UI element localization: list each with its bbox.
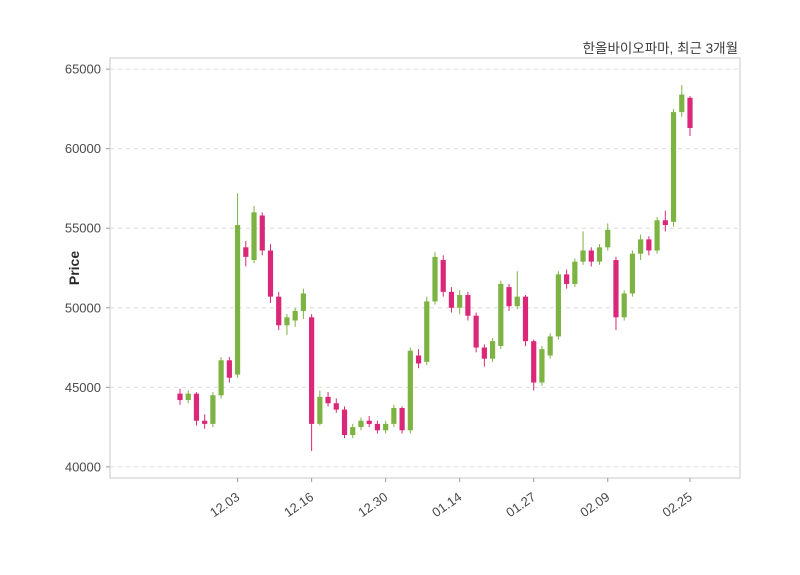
x-tick-label: 02.09 [577,489,612,520]
candle-body [185,393,191,401]
candle-body [613,260,619,318]
candle-body [309,317,315,424]
candle-body [341,409,348,436]
candle-body [489,341,496,359]
candle-body [300,293,306,311]
candle-body [317,396,323,424]
candle-body [448,291,455,308]
y-tick-label: 60000 [65,141,101,156]
candle-body [407,350,413,431]
candle-body [259,215,265,251]
candle-body [202,420,208,424]
candle-body [292,310,298,321]
candle-body [572,261,578,284]
candle-body [679,94,685,113]
candle-body [539,349,545,383]
candle-body [605,229,611,248]
candle-body [654,220,660,251]
x-tick-label: 12.03 [207,489,242,520]
candle-body [432,256,438,302]
candle-body [424,301,430,362]
candle-body [374,423,381,431]
candle-body [366,420,372,424]
x-tick-label: 02.25 [659,489,694,520]
candle-body [498,283,504,346]
y-tick-label: 45000 [65,380,101,395]
x-tick-label: 12.30 [355,489,390,520]
chart-title: 한올바이오파마, 최근 3개월 [583,41,738,56]
x-tick-label: 01.14 [429,489,464,520]
candle-body [325,396,331,404]
candle-body [383,423,389,431]
candle-body [564,274,570,284]
y-tick-label: 40000 [65,459,101,474]
y-tick-label: 55000 [65,221,101,236]
candle-body [177,393,183,401]
candle-body [193,393,200,421]
candle-body [251,212,257,261]
candle-body [226,360,232,378]
candle-body [588,250,594,262]
candle-body [506,287,512,307]
candle-body [399,408,405,431]
candle-body [284,317,290,326]
candle-body [234,225,241,375]
candle-body [646,239,652,251]
candle-body [670,112,677,222]
candle-body [358,420,364,428]
candle-body [555,274,561,337]
candle-body [267,250,274,297]
candle-body [522,296,529,342]
x-tick-label: 01.27 [503,489,538,520]
candle-body [473,315,479,348]
candle-body [514,296,520,307]
candle-body [243,247,249,257]
candle-body [596,247,603,262]
candle-body [547,336,553,356]
candle-body [662,220,668,226]
candle-body [333,403,339,410]
candle-body [210,395,216,424]
candle-body [621,293,627,318]
y-tick-label: 65000 [65,62,101,77]
plot-border [109,57,741,479]
y-axis-label: Price [66,251,82,285]
candle-body [415,355,422,364]
candle-body [276,296,282,326]
x-tick-label: 12.16 [281,489,316,520]
candle-body [481,347,487,359]
candle-body [457,295,463,308]
candle-body [350,427,356,436]
candle-body [391,408,397,424]
candle-body [638,239,644,254]
candle-body [687,97,693,128]
candle-body [465,295,471,316]
candle-body [580,250,586,262]
y-tick-label: 50000 [65,300,101,315]
candle-body [218,360,224,396]
candle-body [440,260,446,292]
candle-body [629,253,636,294]
candle-body [531,341,537,383]
